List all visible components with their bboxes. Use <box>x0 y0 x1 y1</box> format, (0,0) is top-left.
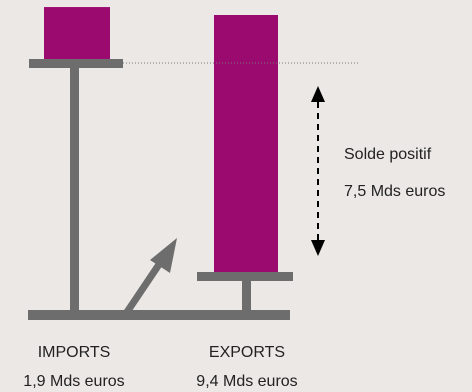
balance-base <box>28 310 290 320</box>
value-label-imports: 1,9 Mds euros <box>23 373 125 390</box>
tilt-arrow-head <box>150 238 177 273</box>
category-label-exports: EXPORTS <box>208 344 286 361</box>
exports-platform <box>197 272 293 281</box>
exports-pillar <box>242 278 251 314</box>
balance-arrow-up-head <box>311 86 325 102</box>
balance-arrow-down-head <box>311 240 325 256</box>
tilt-arrow-shaft <box>124 258 165 314</box>
bar-imports <box>44 7 110 59</box>
imports-platform <box>29 59 123 68</box>
value-label-exports: 9,4 Mds euros <box>196 373 298 390</box>
category-label-imports: IMPORTS <box>37 344 111 361</box>
annotation-value: 7,5 Mds euros <box>344 183 446 200</box>
imports-pillar <box>70 64 79 314</box>
annotation-title: Solde positif <box>344 146 432 163</box>
bar-exports <box>214 15 278 272</box>
